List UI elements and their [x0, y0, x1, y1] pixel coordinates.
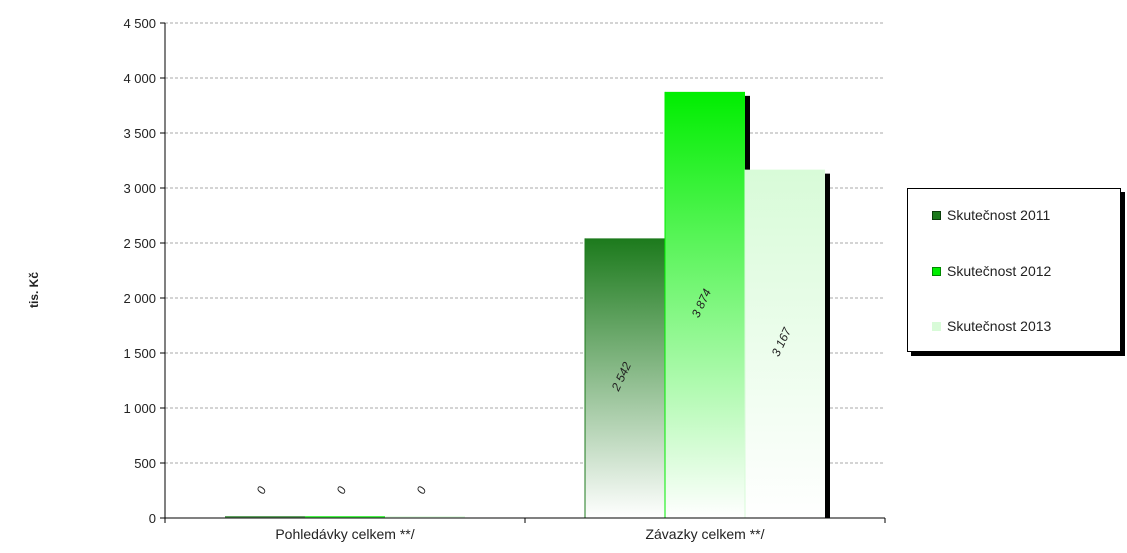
bar — [585, 238, 665, 518]
y-tick-label: 3 500 — [123, 126, 156, 141]
bar — [745, 169, 825, 518]
y-axis-label: tis. Kč — [27, 271, 41, 309]
bar-value-label: 0 — [334, 484, 350, 496]
legend-frame: Skutečnost 2011 Skutečnost 2012 Skutečno… — [907, 188, 1121, 352]
y-tick-label: 3 000 — [123, 181, 156, 196]
bars — [225, 91, 830, 519]
y-tick-label: 4 500 — [123, 16, 156, 31]
legend-label-2013: Skutečnost 2013 — [947, 318, 1052, 334]
legend-label-2012: Skutečnost 2012 — [947, 263, 1052, 279]
legend-swatch-2012 — [932, 266, 941, 276]
y-tick-label: 4 000 — [123, 71, 156, 86]
bar-value-label: 0 — [414, 484, 430, 496]
legend-swatch-2011 — [932, 210, 941, 220]
bar — [305, 516, 385, 518]
y-tick-label: 1 500 — [123, 346, 156, 361]
bar — [665, 91, 745, 519]
legend: Skutečnost 2011 Skutečnost 2012 Skutečno… — [907, 188, 1125, 356]
y-tick-label: 2 500 — [123, 236, 156, 251]
bar — [385, 516, 465, 518]
y-tick-label: 1 000 — [123, 401, 156, 416]
bar — [225, 516, 305, 518]
y-tick-label: 500 — [134, 456, 156, 471]
legend-item-2013: Skutečnost 2013 — [932, 317, 1051, 335]
y-tick-label: 0 — [149, 511, 156, 526]
legend-item-2011: Skutečnost 2011 — [932, 206, 1050, 224]
bar-shadow — [825, 173, 830, 518]
axes: 0 500 1 000 1 500 2 000 2 500 3 000 3 500 4 000 4… — [123, 16, 886, 542]
legend-item-2012: Skutečnost 2012 — [932, 262, 1051, 280]
y-tick-label: 2 000 — [123, 291, 156, 306]
x-tick-label: Závazky celkem **/ — [645, 526, 764, 542]
legend-label-2011: Skutečnost 2011 — [947, 207, 1051, 223]
legend-swatch-2013 — [932, 321, 941, 331]
x-tick-label: Pohledávky celkem **/ — [275, 526, 414, 542]
bar-value-label: 0 — [254, 484, 270, 496]
gridlines — [165, 22, 885, 464]
